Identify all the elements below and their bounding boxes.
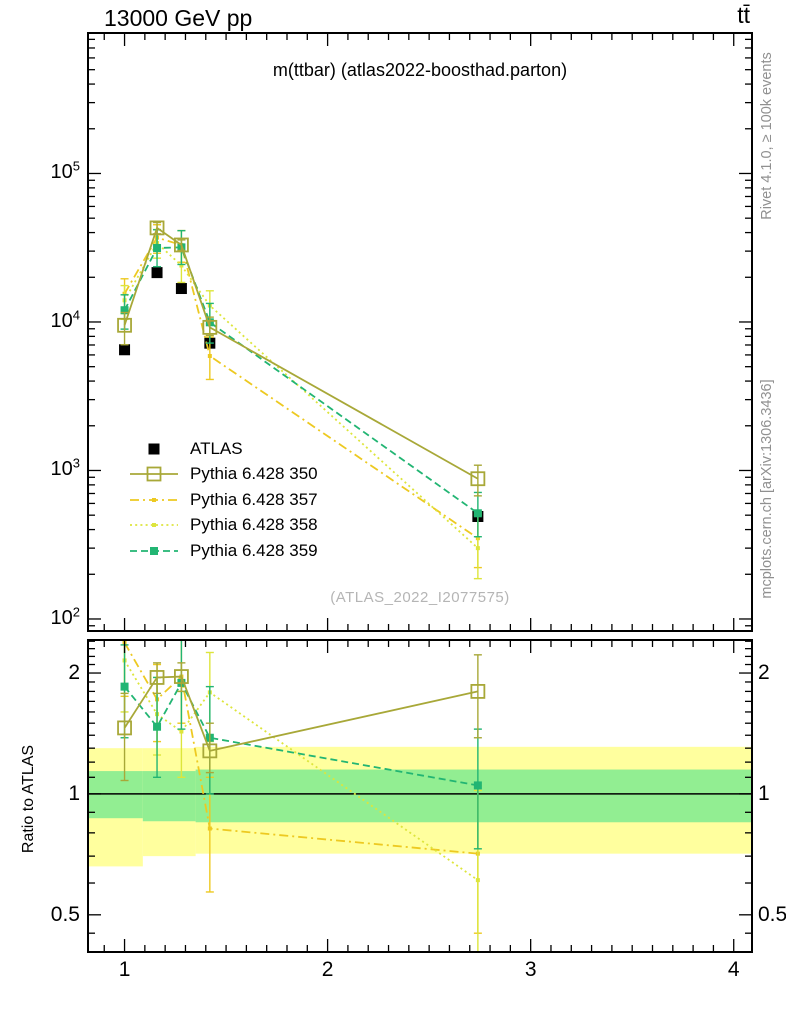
ratio-axis-label: Ratio to ATLAS bbox=[20, 744, 37, 854]
data-point-pythia-6-428-358 bbox=[475, 546, 480, 551]
legend-marker-pythia-6-428-359 bbox=[130, 546, 178, 555]
data-point-pythia-6-428-350 bbox=[202, 319, 218, 335]
ratio-point-pythia-6-428-359 bbox=[120, 682, 129, 691]
legend-item-pythia-6-428-350: Pythia 6.428 350 bbox=[128, 464, 318, 485]
ratio-point-pythia-6-428-350 bbox=[470, 684, 486, 699]
beam-energy-title: 13000 GeV pp bbox=[104, 5, 253, 31]
ratio-line-pythia-6-428-350 bbox=[123, 675, 479, 752]
rivet-version-note: Rivet 4.1.0, ≥ 100k events bbox=[759, 52, 775, 220]
legend-marker-pythia-6-428-357 bbox=[130, 497, 178, 502]
legend-item-pythia-6-428-359: Pythia 6.428 359 bbox=[128, 540, 318, 561]
data-point-atlas bbox=[175, 283, 187, 295]
legend-item-pythia-6-428-357: Pythia 6.428 357 bbox=[128, 489, 318, 510]
legend-label-pythia-6-428-350: Pythia 6.428 350 bbox=[190, 464, 318, 483]
legend-marker-sample bbox=[152, 497, 156, 502]
legend-marker-sample bbox=[148, 443, 160, 454]
main-panel-content bbox=[117, 220, 486, 580]
data-point-pythia-6-428-350 bbox=[117, 317, 132, 333]
ratio-point-pythia-6-428-357 bbox=[207, 826, 212, 831]
ratio-point-pythia-6-428-350 bbox=[117, 720, 132, 736]
legend-label-pythia-6-428-358: Pythia 6.428 358 bbox=[190, 515, 318, 534]
data-point-pythia-6-428-350 bbox=[470, 471, 486, 487]
data-point-pythia-6-428-350 bbox=[149, 220, 165, 236]
data-point-atlas bbox=[119, 344, 131, 356]
legend-label-pythia-6-428-359: Pythia 6.428 359 bbox=[190, 540, 318, 560]
legend-label-pythia-6-428-357: Pythia 6.428 357 bbox=[190, 489, 318, 509]
data-point-pythia-6-428-358 bbox=[179, 263, 184, 268]
atlas-uncertainty-band-green bbox=[142, 771, 196, 822]
process-title: tt̄ bbox=[737, 2, 750, 28]
data-point-pythia-6-428-359 bbox=[473, 509, 482, 518]
ratio-point-pythia-6-428-358 bbox=[475, 878, 480, 883]
ratio-point-pythia-6-428-359 bbox=[473, 781, 482, 790]
legend-item-atlas: ATLAS bbox=[128, 438, 243, 459]
main-panel-frame bbox=[87, 32, 753, 632]
ratio-line-pythia-6-428-358 bbox=[123, 659, 479, 881]
legend-marker-sample bbox=[146, 466, 162, 482]
observable-title: m(ttbar) (atlas2022-boosthad.parton) bbox=[272, 60, 568, 80]
legend-marker-pythia-6-428-350 bbox=[130, 466, 178, 482]
ratio-panel-frame bbox=[87, 639, 753, 953]
atlas-uncertainty-band-green bbox=[195, 769, 752, 823]
mcplots-reference-note: mcplots.cern.ch [arXiv:1306.3436] bbox=[759, 379, 775, 599]
data-point-pythia-6-428-359 bbox=[120, 306, 129, 315]
legend-item-pythia-6-428-358: Pythia 6.428 358 bbox=[128, 515, 318, 536]
ratio-point-pythia-6-428-350 bbox=[174, 669, 189, 684]
legend-marker-sample bbox=[150, 546, 158, 555]
legend: ATLAS Pythia 6.428 350 Pythia 6.428 357 Pyt… bbox=[128, 438, 388, 568]
data-point-pythia-6-428-350 bbox=[174, 237, 189, 253]
ratio-panel-content bbox=[88, 640, 752, 952]
data-point-pythia-6-428-357 bbox=[207, 354, 212, 359]
legend-label-atlas: ATLAS bbox=[190, 438, 243, 458]
ratio-point-pythia-6-428-359 bbox=[153, 722, 162, 731]
data-point-pythia-6-428-359 bbox=[153, 243, 162, 252]
ratio-point-pythia-6-428-350 bbox=[202, 743, 218, 759]
legend-marker-pythia-6-428-358 bbox=[130, 523, 178, 527]
series-line-pythia-6-428-350 bbox=[123, 226, 479, 480]
analysis-watermark: (ATLAS_2022_I2077575) bbox=[330, 589, 510, 606]
ratio-point-pythia-6-428-358 bbox=[179, 729, 184, 734]
ratio-point-pythia-6-428-350 bbox=[149, 670, 165, 685]
data-point-atlas bbox=[151, 267, 163, 279]
legend-marker-sample bbox=[152, 523, 156, 527]
legend-marker-atlas bbox=[148, 443, 160, 454]
